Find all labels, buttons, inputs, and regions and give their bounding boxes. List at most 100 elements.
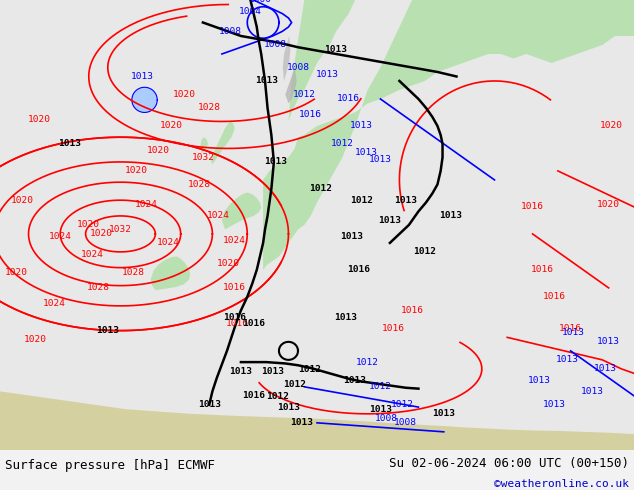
Text: 1024: 1024 [223,236,246,245]
Text: 1013: 1013 [316,70,339,79]
Text: 1020: 1020 [217,259,240,268]
Text: 1013: 1013 [325,45,347,54]
Text: 1012: 1012 [356,358,379,367]
Text: 1020: 1020 [4,268,27,277]
Text: 1016: 1016 [223,283,246,293]
Text: 1008: 1008 [375,414,398,423]
Text: 1020: 1020 [77,220,100,229]
Polygon shape [210,122,235,164]
Text: 1020: 1020 [11,196,34,205]
Text: 1028: 1028 [198,103,221,113]
Text: 1016: 1016 [337,95,360,103]
Text: 1028: 1028 [122,268,145,277]
Text: 1013: 1013 [432,409,455,418]
Text: 1013: 1013 [354,148,377,157]
Text: 1008: 1008 [394,418,417,427]
Text: 1013: 1013 [255,76,278,85]
Text: 1013: 1013 [198,400,221,409]
Text: 1013: 1013 [439,211,462,220]
Text: 1012: 1012 [266,392,289,401]
Text: 1012: 1012 [293,90,316,99]
Text: 1024: 1024 [157,239,179,247]
Text: 1008: 1008 [287,63,309,72]
Text: 1012: 1012 [331,140,354,148]
Text: 1013: 1013 [369,405,392,414]
Polygon shape [151,256,190,290]
Text: 1013: 1013 [131,72,154,81]
Text: 1016: 1016 [382,324,404,333]
Text: 1024: 1024 [42,299,65,308]
Text: 1012: 1012 [350,196,373,205]
Text: 1020: 1020 [28,115,51,123]
Text: 1016: 1016 [543,293,566,301]
Text: 1024: 1024 [207,211,230,220]
Text: 1013: 1013 [334,313,357,321]
Text: 1016: 1016 [242,392,265,400]
Text: 1013: 1013 [340,232,363,241]
Text: 1012: 1012 [391,400,414,409]
Text: 1013: 1013 [344,376,366,385]
Text: 1024: 1024 [81,249,103,259]
Text: 1013: 1013 [58,140,81,148]
Text: 1012: 1012 [413,247,436,256]
Text: 1013: 1013 [96,326,119,335]
Text: 1016: 1016 [531,266,553,274]
Text: 1012: 1012 [298,365,321,374]
Text: 1024: 1024 [49,232,72,241]
Text: 1028: 1028 [188,180,211,189]
Text: 1013: 1013 [378,216,401,225]
Text: ©weatheronline.co.uk: ©weatheronline.co.uk [494,479,629,489]
Text: 1032: 1032 [191,153,214,162]
Text: 1013: 1013 [594,365,617,373]
Text: 1016: 1016 [226,319,249,328]
Text: 1024: 1024 [134,200,157,209]
Text: 1013: 1013 [556,355,579,365]
Text: Surface pressure [hPa] ECMWF: Surface pressure [hPa] ECMWF [5,460,215,472]
Text: 1016: 1016 [559,324,582,333]
Text: 1032: 1032 [109,225,132,234]
Text: 1016: 1016 [401,306,424,315]
Text: 1020: 1020 [160,122,183,130]
Polygon shape [200,137,208,153]
Text: 1028: 1028 [87,283,110,293]
Text: 1013: 1013 [230,367,252,376]
Text: 1008: 1008 [219,27,242,36]
Text: 1008: 1008 [264,41,287,49]
Text: 1016: 1016 [299,110,322,119]
Text: 1013: 1013 [277,403,300,412]
Text: 1004: 1004 [239,7,262,16]
Polygon shape [288,0,368,122]
Text: 1020: 1020 [172,90,195,99]
Text: 1013: 1013 [261,367,284,376]
Text: 1020: 1020 [90,229,113,239]
Text: 1016: 1016 [347,266,370,274]
Text: 1020: 1020 [23,335,46,344]
Text: 1013: 1013 [290,418,313,427]
Polygon shape [222,193,261,229]
Text: 1012: 1012 [369,382,392,392]
Text: 1016: 1016 [223,313,246,321]
Text: 1016: 1016 [521,202,544,211]
Text: 1020: 1020 [597,200,620,209]
Text: 1012: 1012 [309,184,332,194]
Text: 1013: 1013 [581,387,604,396]
Polygon shape [132,87,157,112]
Text: 1000: 1000 [249,0,271,4]
Text: 1013: 1013 [394,196,417,205]
Polygon shape [285,68,297,103]
Text: 1013: 1013 [597,337,620,346]
Text: 1020: 1020 [600,122,623,130]
Polygon shape [283,36,290,81]
Text: 1016: 1016 [242,319,265,328]
Text: 1020: 1020 [147,146,170,155]
Text: 1012: 1012 [283,380,306,389]
Text: 1013: 1013 [543,400,566,409]
Text: 1013: 1013 [350,122,373,130]
Text: 1020: 1020 [125,167,148,175]
Polygon shape [0,392,634,454]
Text: Su 02-06-2024 06:00 UTC (00+150): Su 02-06-2024 06:00 UTC (00+150) [389,457,629,470]
Text: 1013: 1013 [562,328,585,338]
Polygon shape [263,0,634,270]
Text: 1013: 1013 [369,155,392,164]
Text: 1013: 1013 [264,157,287,167]
